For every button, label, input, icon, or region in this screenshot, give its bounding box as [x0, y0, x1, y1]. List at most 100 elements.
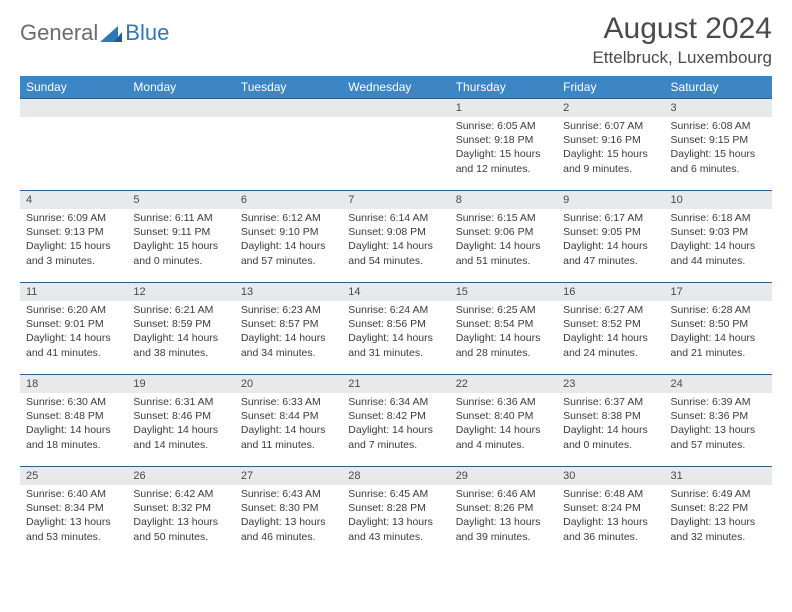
day-number: 23	[557, 374, 664, 393]
weekday-header: Wednesday	[342, 76, 449, 98]
calendar-day-cell: 25Sunrise: 6:40 AMSunset: 8:34 PMDayligh…	[20, 466, 127, 558]
day-number: 16	[557, 282, 664, 301]
day-data: Sunrise: 6:14 AMSunset: 9:08 PMDaylight:…	[342, 209, 449, 274]
day-data: Sunrise: 6:08 AMSunset: 9:15 PMDaylight:…	[665, 117, 772, 182]
day-data: Sunrise: 6:20 AMSunset: 9:01 PMDaylight:…	[20, 301, 127, 366]
day-number: 28	[342, 466, 449, 485]
daylight-line: Daylight: 14 hours and 4 minutes.	[456, 423, 551, 451]
sunrise-line: Sunrise: 6:34 AM	[348, 395, 443, 409]
sunset-line: Sunset: 8:52 PM	[563, 317, 658, 331]
day-number: 26	[127, 466, 234, 485]
calendar-day-cell: 27Sunrise: 6:43 AMSunset: 8:30 PMDayligh…	[235, 466, 342, 558]
sunrise-line: Sunrise: 6:46 AM	[456, 487, 551, 501]
calendar-day-cell: 26Sunrise: 6:42 AMSunset: 8:32 PMDayligh…	[127, 466, 234, 558]
calendar-page: General Blue August 2024 Ettelbruck, Lux…	[0, 0, 792, 570]
sunrise-line: Sunrise: 6:07 AM	[563, 119, 658, 133]
calendar-day-cell: 8Sunrise: 6:15 AMSunset: 9:06 PMDaylight…	[450, 190, 557, 282]
empty-day-header	[342, 98, 449, 117]
sunrise-line: Sunrise: 6:37 AM	[563, 395, 658, 409]
calendar-day-cell: 19Sunrise: 6:31 AMSunset: 8:46 PMDayligh…	[127, 374, 234, 466]
sunset-line: Sunset: 8:32 PM	[133, 501, 228, 515]
day-number: 3	[665, 98, 772, 117]
sunset-line: Sunset: 8:24 PM	[563, 501, 658, 515]
calendar-day-cell: 1Sunrise: 6:05 AMSunset: 9:18 PMDaylight…	[450, 98, 557, 190]
sunrise-line: Sunrise: 6:18 AM	[671, 211, 766, 225]
sunrise-line: Sunrise: 6:40 AM	[26, 487, 121, 501]
day-data: Sunrise: 6:34 AMSunset: 8:42 PMDaylight:…	[342, 393, 449, 458]
daylight-line: Daylight: 13 hours and 39 minutes.	[456, 515, 551, 543]
calendar-day-cell: 7Sunrise: 6:14 AMSunset: 9:08 PMDaylight…	[342, 190, 449, 282]
day-number: 1	[450, 98, 557, 117]
day-number: 8	[450, 190, 557, 209]
calendar-day-cell: 22Sunrise: 6:36 AMSunset: 8:40 PMDayligh…	[450, 374, 557, 466]
day-data: Sunrise: 6:21 AMSunset: 8:59 PMDaylight:…	[127, 301, 234, 366]
sunset-line: Sunset: 8:28 PM	[348, 501, 443, 515]
sunset-line: Sunset: 8:22 PM	[671, 501, 766, 515]
day-number: 17	[665, 282, 772, 301]
sunset-line: Sunset: 9:05 PM	[563, 225, 658, 239]
calendar-day-cell: 29Sunrise: 6:46 AMSunset: 8:26 PMDayligh…	[450, 466, 557, 558]
sunrise-line: Sunrise: 6:24 AM	[348, 303, 443, 317]
daylight-line: Daylight: 14 hours and 54 minutes.	[348, 239, 443, 267]
weekday-header: Thursday	[450, 76, 557, 98]
day-number: 20	[235, 374, 342, 393]
sunset-line: Sunset: 9:10 PM	[241, 225, 336, 239]
day-data: Sunrise: 6:46 AMSunset: 8:26 PMDaylight:…	[450, 485, 557, 550]
sunset-line: Sunset: 8:57 PM	[241, 317, 336, 331]
sunrise-line: Sunrise: 6:42 AM	[133, 487, 228, 501]
sunset-line: Sunset: 8:42 PM	[348, 409, 443, 423]
calendar-day-cell	[20, 98, 127, 190]
daylight-line: Daylight: 14 hours and 47 minutes.	[563, 239, 658, 267]
page-header: General Blue August 2024 Ettelbruck, Lux…	[20, 12, 772, 68]
sunrise-line: Sunrise: 6:17 AM	[563, 211, 658, 225]
sunrise-line: Sunrise: 6:11 AM	[133, 211, 228, 225]
day-number: 31	[665, 466, 772, 485]
calendar-day-cell: 4Sunrise: 6:09 AMSunset: 9:13 PMDaylight…	[20, 190, 127, 282]
daylight-line: Daylight: 13 hours and 43 minutes.	[348, 515, 443, 543]
daylight-line: Daylight: 15 hours and 6 minutes.	[671, 147, 766, 175]
day-data: Sunrise: 6:45 AMSunset: 8:28 PMDaylight:…	[342, 485, 449, 550]
calendar-day-cell: 31Sunrise: 6:49 AMSunset: 8:22 PMDayligh…	[665, 466, 772, 558]
calendar-day-cell: 10Sunrise: 6:18 AMSunset: 9:03 PMDayligh…	[665, 190, 772, 282]
sunrise-line: Sunrise: 6:14 AM	[348, 211, 443, 225]
sunset-line: Sunset: 9:11 PM	[133, 225, 228, 239]
day-number: 15	[450, 282, 557, 301]
daylight-line: Daylight: 13 hours and 53 minutes.	[26, 515, 121, 543]
calendar-day-cell	[127, 98, 234, 190]
day-data: Sunrise: 6:42 AMSunset: 8:32 PMDaylight:…	[127, 485, 234, 550]
sunset-line: Sunset: 9:03 PM	[671, 225, 766, 239]
calendar-day-cell: 11Sunrise: 6:20 AMSunset: 9:01 PMDayligh…	[20, 282, 127, 374]
day-data: Sunrise: 6:15 AMSunset: 9:06 PMDaylight:…	[450, 209, 557, 274]
logo-blue-group: Blue	[100, 20, 169, 46]
calendar-day-cell: 6Sunrise: 6:12 AMSunset: 9:10 PMDaylight…	[235, 190, 342, 282]
sunrise-line: Sunrise: 6:08 AM	[671, 119, 766, 133]
sunrise-line: Sunrise: 6:12 AM	[241, 211, 336, 225]
sunset-line: Sunset: 9:08 PM	[348, 225, 443, 239]
daylight-line: Daylight: 14 hours and 0 minutes.	[563, 423, 658, 451]
day-number: 11	[20, 282, 127, 301]
weekday-header: Sunday	[20, 76, 127, 98]
day-number: 2	[557, 98, 664, 117]
day-number: 19	[127, 374, 234, 393]
calendar-day-cell	[235, 98, 342, 190]
daylight-line: Daylight: 15 hours and 9 minutes.	[563, 147, 658, 175]
calendar-day-cell: 5Sunrise: 6:11 AMSunset: 9:11 PMDaylight…	[127, 190, 234, 282]
sunrise-line: Sunrise: 6:20 AM	[26, 303, 121, 317]
day-number: 14	[342, 282, 449, 301]
weekday-header: Friday	[557, 76, 664, 98]
sunrise-line: Sunrise: 6:09 AM	[26, 211, 121, 225]
calendar-day-cell: 28Sunrise: 6:45 AMSunset: 8:28 PMDayligh…	[342, 466, 449, 558]
weekday-header-row: Sunday Monday Tuesday Wednesday Thursday…	[20, 76, 772, 98]
daylight-line: Daylight: 14 hours and 51 minutes.	[456, 239, 551, 267]
calendar-day-cell: 16Sunrise: 6:27 AMSunset: 8:52 PMDayligh…	[557, 282, 664, 374]
sunrise-line: Sunrise: 6:45 AM	[348, 487, 443, 501]
sunrise-line: Sunrise: 6:49 AM	[671, 487, 766, 501]
day-data: Sunrise: 6:37 AMSunset: 8:38 PMDaylight:…	[557, 393, 664, 458]
day-data: Sunrise: 6:18 AMSunset: 9:03 PMDaylight:…	[665, 209, 772, 274]
sunset-line: Sunset: 8:36 PM	[671, 409, 766, 423]
calendar-day-cell: 12Sunrise: 6:21 AMSunset: 8:59 PMDayligh…	[127, 282, 234, 374]
day-data: Sunrise: 6:11 AMSunset: 9:11 PMDaylight:…	[127, 209, 234, 274]
day-number: 29	[450, 466, 557, 485]
sunrise-line: Sunrise: 6:23 AM	[241, 303, 336, 317]
calendar-day-cell: 9Sunrise: 6:17 AMSunset: 9:05 PMDaylight…	[557, 190, 664, 282]
